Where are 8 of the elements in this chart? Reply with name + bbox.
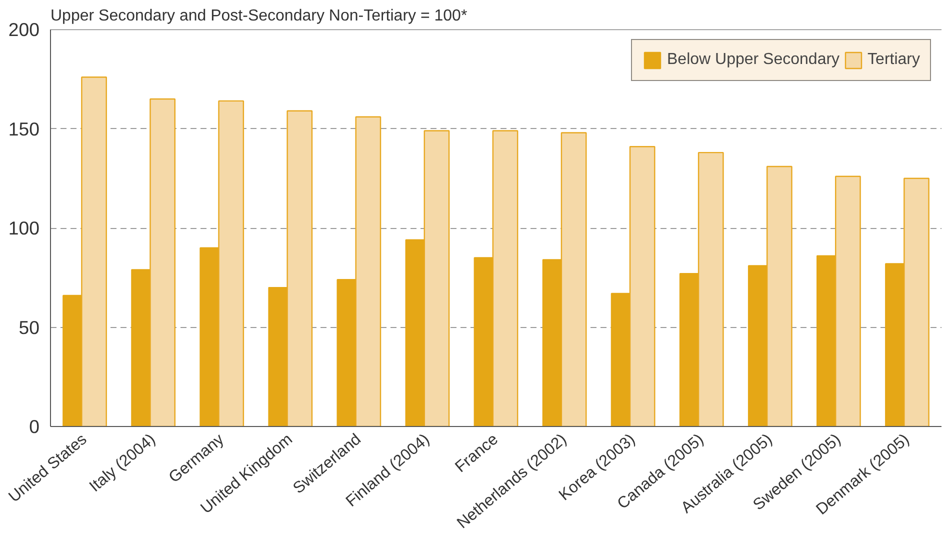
y-tick-label: 50: [18, 316, 40, 338]
y-axis-title: Upper Secondary and Post-Secondary Non-Tertiary = 100*: [50, 8, 468, 24]
legend-label: Below Upper Secondary: [667, 51, 840, 69]
legend-label: Tertiary: [868, 51, 920, 69]
y-tick-label: 100: [8, 218, 40, 238]
y-tick-label: 150: [8, 118, 40, 140]
y-tick-label: 200: [8, 19, 40, 40]
y-tick-label: 0: [29, 416, 40, 437]
